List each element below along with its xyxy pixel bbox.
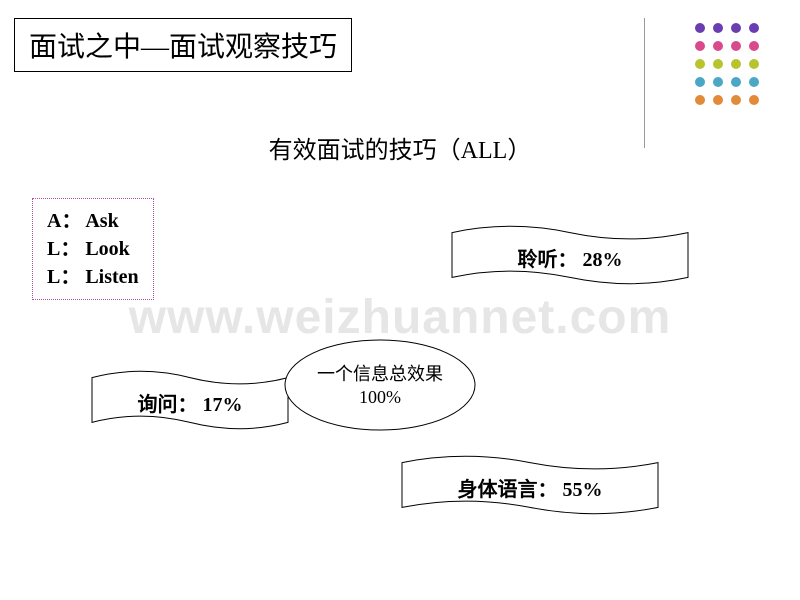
all-acronym-box: A： Ask L： Look L： Listen bbox=[32, 198, 154, 300]
banner-listen-label: 聆听： 28% bbox=[450, 243, 690, 272]
banner-body-label: 身体语言： 55% bbox=[400, 473, 660, 502]
center-label: 一个信息总效果 100% bbox=[280, 363, 480, 410]
all-line-l1: L： Look bbox=[47, 235, 139, 263]
banner-ask-label: 询问： 17% bbox=[90, 388, 290, 417]
banner-body: 身体语言： 55% bbox=[400, 450, 660, 520]
center-line2: 100% bbox=[359, 387, 401, 407]
center-line1: 一个信息总效果 bbox=[317, 364, 443, 384]
vertical-divider bbox=[644, 18, 645, 148]
center-ellipse: 一个信息总效果 100% bbox=[280, 335, 480, 435]
all-line-a: A： Ask bbox=[47, 207, 139, 235]
all-line-l2: L： Listen bbox=[47, 263, 139, 291]
banner-ask: 询问： 17% bbox=[90, 365, 290, 435]
dots-decoration bbox=[690, 18, 780, 133]
page-title-box: 面试之中—面试观察技巧 bbox=[14, 18, 352, 72]
page-title: 面试之中—面试观察技巧 bbox=[29, 32, 337, 63]
banner-listen: 聆听： 28% bbox=[450, 220, 690, 290]
subtitle: 有效面试的技巧（ALL） bbox=[0, 130, 800, 165]
